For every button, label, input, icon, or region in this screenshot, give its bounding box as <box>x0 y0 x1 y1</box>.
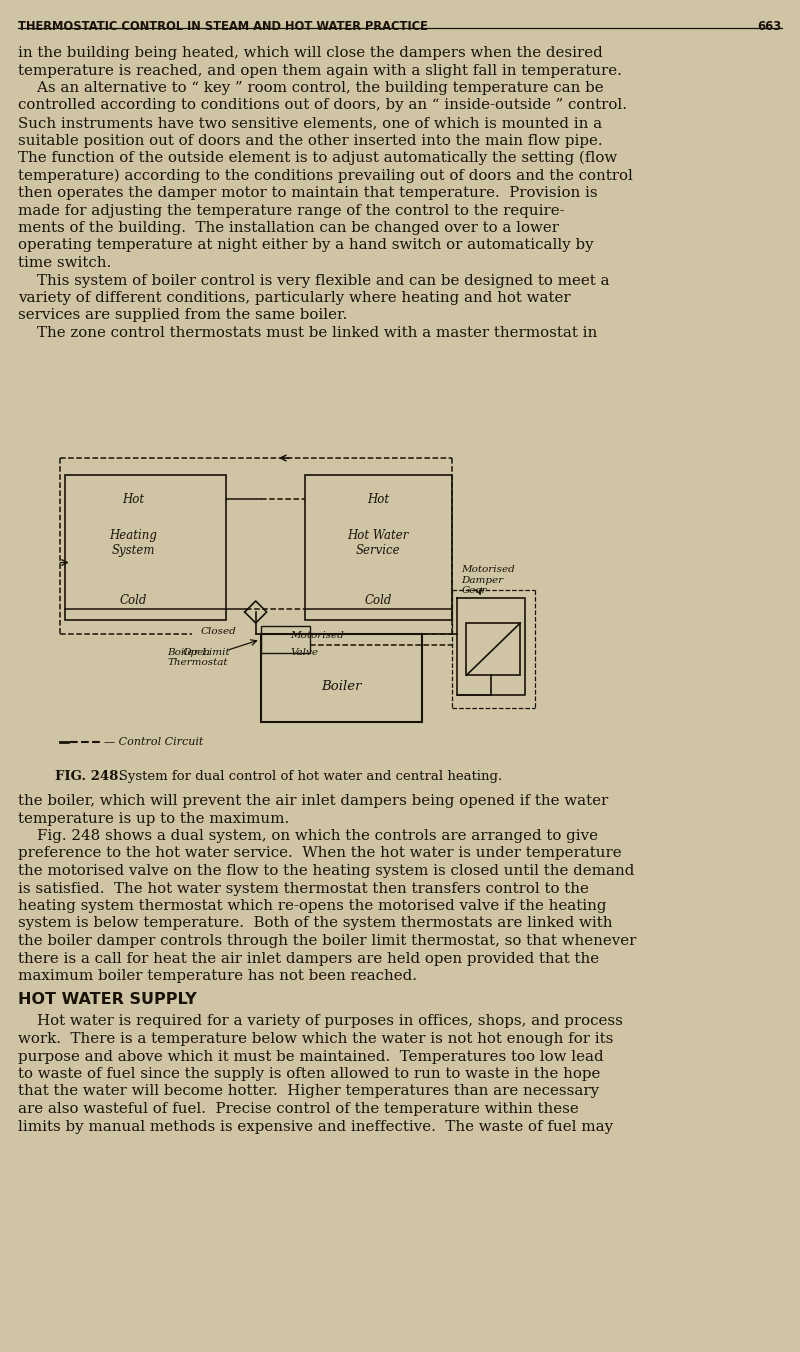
Text: made for adjusting the temperature range of the control to the require-: made for adjusting the temperature range… <box>18 204 565 218</box>
Text: The function of the outside element is to adjust automatically the setting (flow: The function of the outside element is t… <box>18 151 618 165</box>
Text: temperature is up to the maximum.: temperature is up to the maximum. <box>18 811 290 826</box>
Text: temperature) according to the conditions prevailing out of doors and the control: temperature) according to the conditions… <box>18 169 633 183</box>
Text: Hot water is required for a variety of purposes in offices, shops, and process: Hot water is required for a variety of p… <box>18 1014 623 1029</box>
Text: preference to the hot water service.  When the hot water is under temperature: preference to the hot water service. Whe… <box>18 846 622 860</box>
Text: that the water will become hotter.  Higher temperatures than are necessary: that the water will become hotter. Highe… <box>18 1084 599 1098</box>
Text: Motorised
Damper
Gear: Motorised Damper Gear <box>462 565 515 595</box>
Text: 663: 663 <box>758 20 782 32</box>
Text: is satisfied.  The hot water system thermostat then transfers control to the: is satisfied. The hot water system therm… <box>18 882 589 895</box>
Text: the motorised valve on the flow to the heating system is closed until the demand: the motorised valve on the flow to the h… <box>18 864 634 877</box>
Text: Boiler: Boiler <box>321 680 362 692</box>
Text: — Control Circuit: — Control Circuit <box>104 737 203 748</box>
Text: The zone control thermostats must be linked with a master thermostat in: The zone control thermostats must be lin… <box>18 326 598 339</box>
Text: system is below temperature.  Both of the system thermostats are linked with: system is below temperature. Both of the… <box>18 917 613 930</box>
Text: heating system thermostat which re-opens the motorised valve if the heating: heating system thermostat which re-opens… <box>18 899 606 913</box>
Text: This system of boiler control is very flexible and can be designed to meet a: This system of boiler control is very fl… <box>18 273 610 288</box>
Text: are also wasteful of fuel.  Precise control of the temperature within these: are also wasteful of fuel. Precise contr… <box>18 1102 578 1115</box>
Text: purpose and above which it must be maintained.  Temperatures too low lead: purpose and above which it must be maint… <box>18 1049 604 1064</box>
Text: Valve: Valve <box>290 648 318 657</box>
Text: operating temperature at night either by a hand switch or automatically by: operating temperature at night either by… <box>18 238 594 253</box>
Text: Cold: Cold <box>365 595 392 607</box>
Text: Boiler Limit
Thermostat: Boiler Limit Thermostat <box>167 648 230 667</box>
Text: maximum boiler temperature has not been reached.: maximum boiler temperature has not been … <box>18 969 417 983</box>
Text: work.  There is a temperature below which the water is not hot enough for its: work. There is a temperature below which… <box>18 1032 614 1046</box>
Text: services are supplied from the same boiler.: services are supplied from the same boil… <box>18 308 347 323</box>
Text: in the building being heated, which will close the dampers when the desired: in the building being heated, which will… <box>18 46 602 59</box>
Text: the boiler, which will prevent the air inlet dampers being opened if the water: the boiler, which will prevent the air i… <box>18 794 608 808</box>
Bar <box>65 475 226 621</box>
Bar <box>261 634 422 722</box>
Text: Such instruments have two sensitive elements, one of which is mounted in a: Such instruments have two sensitive elem… <box>18 116 602 130</box>
Bar <box>261 626 310 653</box>
Text: variety of different conditions, particularly where heating and hot water: variety of different conditions, particu… <box>18 291 570 306</box>
Text: Motorised: Motorised <box>290 631 344 641</box>
Bar <box>466 623 520 675</box>
Text: As an alternative to “ key ” room control, the building temperature can be: As an alternative to “ key ” room contro… <box>18 81 604 95</box>
Text: time switch.: time switch. <box>18 256 111 270</box>
Text: Hot: Hot <box>367 492 390 506</box>
Text: there is a call for heat the air inlet dampers are held open provided that the: there is a call for heat the air inlet d… <box>18 952 599 965</box>
Text: suitable position out of doors and the other inserted into the main flow pipe.: suitable position out of doors and the o… <box>18 134 602 147</box>
Text: ments of the building.  The installation can be changed over to a lower: ments of the building. The installation … <box>18 220 559 235</box>
Text: FIG. 248.: FIG. 248. <box>55 771 123 783</box>
Text: then operates the damper motor to maintain that temperature.  Provision is: then operates the damper motor to mainta… <box>18 187 598 200</box>
Text: limits by manual methods is expensive and ineffective.  The waste of fuel may: limits by manual methods is expensive an… <box>18 1119 613 1133</box>
Text: Heating
System: Heating System <box>110 529 157 557</box>
Text: System for dual control of hot water and central heating.: System for dual control of hot water and… <box>106 771 502 783</box>
Text: the boiler damper controls through the boiler limit thermostat, so that whenever: the boiler damper controls through the b… <box>18 934 636 948</box>
Text: temperature is reached, and open them again with a slight fall in temperature.: temperature is reached, and open them ag… <box>18 64 622 77</box>
Text: Cold: Cold <box>119 595 147 607</box>
Text: Hot: Hot <box>122 492 144 506</box>
Text: Closed: Closed <box>200 627 236 637</box>
Text: Fig. 248 shows a dual system, on which the controls are arranged to give: Fig. 248 shows a dual system, on which t… <box>18 829 598 844</box>
Text: Hot Water
Service: Hot Water Service <box>347 529 409 557</box>
Text: THERMOSTATIC CONTROL IN STEAM AND HOT WATER PRACTICE: THERMOSTATIC CONTROL IN STEAM AND HOT WA… <box>18 20 428 32</box>
Bar <box>305 475 452 621</box>
Text: HOT WATER SUPPLY: HOT WATER SUPPLY <box>18 992 197 1007</box>
Text: controlled according to conditions out of doors, by an “ inside-outside ” contro: controlled according to conditions out o… <box>18 99 627 112</box>
Text: Open: Open <box>182 648 210 657</box>
Text: to waste of fuel since the supply is often allowed to run to waste in the hope: to waste of fuel since the supply is oft… <box>18 1067 600 1082</box>
